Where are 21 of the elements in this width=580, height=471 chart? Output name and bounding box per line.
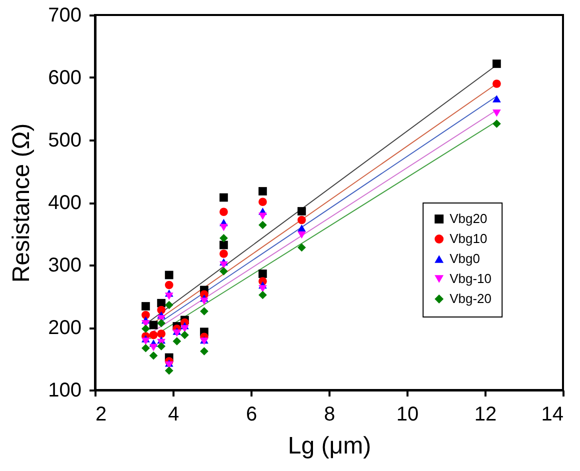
legend-label: Vbg-10 <box>450 271 492 286</box>
x-tick-label: 6 <box>246 404 258 426</box>
x-axis-title: Lg (μm) <box>288 432 372 460</box>
legend-label: Vbg-20 <box>450 291 492 306</box>
x-tick-label: 2 <box>96 404 107 426</box>
x-tick-label: 8 <box>324 404 336 426</box>
legend-label: Vbg20 <box>450 211 488 226</box>
y-tick-label: 700 <box>48 4 82 26</box>
y-tick-label: 600 <box>48 67 82 89</box>
legend-label: Vbg0 <box>450 251 480 266</box>
legend-label: Vbg10 <box>450 231 488 246</box>
y-tick-label: 100 <box>48 380 82 402</box>
y-tick-label: 300 <box>48 254 82 276</box>
x-tick-label: 14 <box>541 404 564 426</box>
y-tick-label: 400 <box>48 192 82 214</box>
x-tick-label: 12 <box>474 404 497 426</box>
x-tick-label: 10 <box>396 404 419 426</box>
y-tick-label: 200 <box>48 317 82 339</box>
y-axis-title: Resistance (Ω) <box>8 123 36 283</box>
y-tick-label: 500 <box>48 130 82 152</box>
x-tick-label: 4 <box>168 404 180 426</box>
